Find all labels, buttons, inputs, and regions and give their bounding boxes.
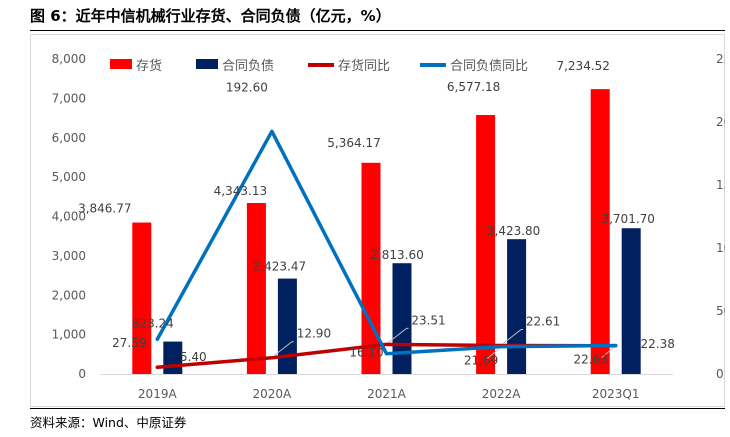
figure-title: 图 6：近年中信机械行业存货、合同负债（亿元，%）: [30, 7, 391, 25]
bar-data-label: 7,234.52: [556, 59, 609, 73]
x-axis-tick: 2022A: [482, 387, 522, 401]
left-axis-tick: 4,000: [52, 210, 86, 224]
left-axis-tick: 0: [78, 367, 86, 381]
leader-line: [273, 341, 294, 357]
title-rule: [30, 30, 725, 31]
line-data-label: 23.51: [411, 313, 445, 327]
leader-line: [388, 327, 409, 343]
bar-contract-liability: [621, 228, 641, 374]
chart-frame: [30, 34, 725, 407]
line-data-label: 5.40: [180, 350, 207, 364]
right-axis-tick: 200: [716, 115, 725, 129]
legend-label: 合同负债同比: [450, 59, 528, 74]
chart: 0 1,000 2,000 3,000 4,000 5,000 6,000 7,000 8,00…: [30, 34, 725, 407]
bar-inventory: [476, 115, 496, 375]
bar-data-label: 3,846.77: [78, 202, 131, 216]
bar-data-label: 823.24: [132, 317, 174, 331]
legend-label: 合同负债: [222, 59, 274, 74]
source-note: 资料来源：Wind、中原证券: [30, 415, 187, 430]
line-data-label: 192.60: [226, 80, 268, 94]
right-axis-tick: 0: [716, 367, 724, 381]
right-axis-tick: 250: [716, 52, 725, 66]
left-axis-tick: 1,000: [52, 328, 86, 342]
legend-label: 存货: [136, 58, 162, 74]
bar-data-label: 5,364.17: [327, 136, 380, 150]
bar-inventory: [132, 222, 152, 374]
legend-swatch: [196, 59, 218, 69]
right-axis-tick: 100: [716, 241, 725, 255]
left-axis-tick: 7,000: [52, 91, 86, 105]
line-data-label: 22.63: [574, 352, 608, 366]
bar-inventory: [361, 162, 381, 374]
x-axis-tick: 2019A: [138, 387, 178, 401]
bar-data-label: 4,343.13: [214, 184, 267, 198]
x-axis-tick: 2023Q1: [592, 387, 640, 401]
left-axis-tick: 6,000: [52, 131, 86, 145]
bar-inventory: [590, 89, 610, 374]
line-data-label: 16.10: [349, 346, 383, 360]
line-data-label: 12.90: [297, 327, 331, 341]
leader-line: [601, 347, 615, 358]
line-contract-liability-yoy: [155, 129, 618, 356]
leader-line: [502, 329, 524, 344]
x-axis-tick: 2021A: [367, 387, 407, 401]
legend-swatch: [110, 59, 132, 69]
line-data-label: 21.69: [464, 354, 498, 368]
line-data-label: 22.61: [526, 315, 560, 329]
bar-contract-liability: [277, 278, 297, 374]
leader-line: [486, 348, 500, 360]
bar-contract-liability: [392, 263, 412, 374]
line-data-label: 22.38: [641, 337, 675, 351]
line-data-label: 27.59: [112, 336, 146, 350]
bar-data-label: 6,577.18: [447, 80, 500, 94]
bar-contract-liability: [507, 239, 527, 374]
left-axis-tick: 3,000: [52, 249, 86, 263]
bar-inventory: [246, 202, 266, 374]
left-axis-tick: 5,000: [52, 170, 86, 184]
right-axis-tick: 150: [716, 178, 725, 192]
bar-data-label: 2,423.47: [253, 260, 306, 274]
right-axis-tick: 50: [716, 304, 725, 318]
legend-label: 存货同比: [338, 58, 390, 74]
bar-data-label: 3,423.80: [487, 224, 540, 238]
left-axis-tick: 8,000: [52, 52, 86, 66]
left-axis-tick: 2,000: [52, 288, 86, 302]
x-axis-tick: 2020A: [253, 387, 293, 401]
bar-data-label: 3,701.70: [601, 212, 654, 226]
source-rule: [30, 408, 725, 409]
bar-data-label: 2,813.60: [370, 248, 423, 262]
